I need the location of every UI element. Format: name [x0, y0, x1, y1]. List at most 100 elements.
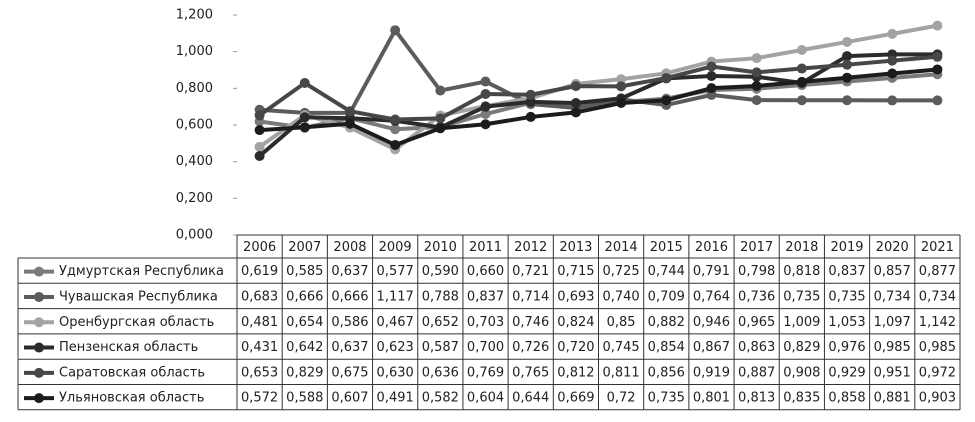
table-value: 0,908 — [783, 365, 820, 380]
data-point — [254, 110, 265, 121]
data-point — [706, 71, 717, 82]
legend-marker — [34, 393, 44, 404]
table-value: 0,715 — [557, 264, 594, 279]
table-value: 0,683 — [241, 289, 278, 304]
table-value: 0,666 — [331, 289, 368, 304]
table-value: 0,985 — [919, 340, 956, 355]
table-value: 0,735 — [828, 289, 865, 304]
table-value: 0,818 — [783, 264, 820, 279]
data-point — [661, 73, 672, 84]
table-value: 1,097 — [874, 315, 911, 330]
table-value: 0,867 — [693, 340, 730, 355]
data-point — [344, 106, 355, 117]
data-point — [796, 76, 807, 87]
table-value: 0,985 — [874, 340, 911, 355]
series-line — [259, 67, 938, 148]
x-tick-label: 2020 — [876, 240, 909, 255]
table-value: 0,654 — [286, 315, 323, 330]
x-tick-label: 2007 — [288, 240, 321, 255]
table-value: 0,735 — [648, 391, 685, 406]
table-value: 0,877 — [919, 264, 956, 279]
table-value: 0,623 — [377, 340, 414, 355]
table-value: 0,587 — [422, 340, 459, 355]
table-value: 0,765 — [512, 365, 549, 380]
table-value: 0,431 — [241, 340, 278, 355]
table-value: 0,734 — [874, 289, 911, 304]
x-tick-label: 2018 — [785, 240, 818, 255]
data-point — [480, 101, 491, 112]
y-tick-label: 0,200 — [176, 191, 213, 206]
table-value: 0,919 — [693, 365, 730, 380]
table-value: 0,637 — [331, 264, 368, 279]
data-point — [616, 98, 627, 108]
table-value: 0,700 — [467, 340, 504, 355]
data-point — [887, 95, 898, 106]
table-value: 0,829 — [783, 340, 820, 355]
table-value: 0,660 — [467, 264, 504, 279]
data-point — [661, 95, 672, 106]
table-value: 0,467 — [377, 315, 414, 330]
x-tick-label: 2015 — [650, 240, 683, 255]
table-value: 0,740 — [602, 289, 639, 304]
y-tick-label: 1,200 — [176, 8, 213, 23]
table-value: 0,577 — [377, 264, 414, 279]
table-value: 0,745 — [602, 340, 639, 355]
table-value: 0,491 — [377, 391, 414, 406]
table-value: 0,709 — [648, 289, 685, 304]
data-point — [480, 119, 491, 130]
table-value: 0,582 — [422, 391, 459, 406]
table-value: 0,801 — [693, 391, 730, 406]
table-value: 0,769 — [467, 365, 504, 380]
x-tick-label: 2006 — [243, 240, 276, 255]
table-value: 0,746 — [512, 315, 549, 330]
table-value: 0,736 — [738, 289, 775, 304]
x-tick-label: 2021 — [921, 240, 954, 255]
data-point — [390, 25, 401, 36]
table-value: 0,972 — [919, 365, 956, 380]
data-point — [254, 141, 265, 152]
data-point — [480, 109, 491, 119]
table-value: 0,714 — [512, 289, 549, 304]
data-point — [842, 72, 853, 83]
y-tick-label: 1,000 — [176, 44, 213, 59]
table-value: 0,607 — [331, 391, 368, 406]
x-tick-label: 2014 — [605, 240, 638, 255]
data-point — [751, 53, 762, 64]
x-tick-label: 2016 — [695, 240, 728, 255]
legend-marker — [34, 367, 44, 378]
data-point — [525, 89, 536, 100]
table-value: 0,585 — [286, 264, 323, 279]
series-line — [259, 26, 938, 115]
table-value: 0,788 — [422, 289, 459, 304]
data-point — [796, 95, 807, 106]
table-value: 0,976 — [828, 340, 865, 355]
x-tick-label: 2012 — [514, 240, 547, 255]
data-point — [616, 74, 627, 85]
legend-marker — [34, 317, 44, 328]
data-point — [480, 76, 491, 87]
legend-label: Чувашская Республика — [59, 289, 218, 304]
data-point — [751, 80, 762, 91]
table-value: 0,693 — [557, 289, 594, 304]
table-value: 0,857 — [874, 264, 911, 279]
x-tick-label: 2011 — [469, 240, 502, 255]
data-point — [932, 95, 943, 106]
legend-label: Оренбургская область — [59, 315, 214, 330]
legend-marker — [34, 342, 44, 353]
series-line — [258, 54, 938, 122]
table-value: 0,85 — [607, 315, 636, 330]
series-line — [258, 23, 938, 152]
table-value: 0,903 — [919, 391, 956, 406]
table-value: 0,811 — [602, 365, 639, 380]
table-value: 0,675 — [331, 365, 368, 380]
x-tick-label: 2017 — [740, 240, 773, 255]
y-tick-label: 0,800 — [176, 81, 213, 96]
table-value: 0,837 — [467, 289, 504, 304]
data-point — [842, 59, 853, 70]
table-value: 0,812 — [557, 365, 594, 380]
table-value: 1,009 — [783, 315, 820, 330]
table-value: 0,951 — [874, 365, 911, 380]
data-point — [344, 118, 355, 129]
table-value: 0,636 — [422, 365, 459, 380]
